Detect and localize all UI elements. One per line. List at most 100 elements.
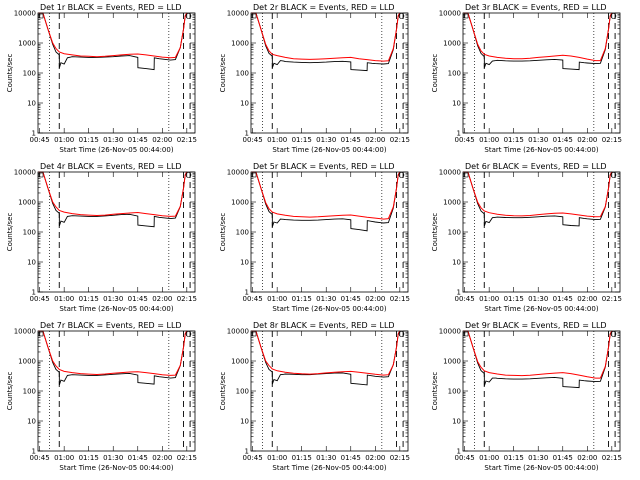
- chart-panel-2: Det 2r BLACK = Events, RED = LLD Counts/s…: [219, 3, 410, 154]
- chart-8-xtick-label-5: 02:00: [365, 454, 385, 462]
- chart-4-xtick-label-1: 01:00: [54, 295, 74, 303]
- chart-3-corner-marker-left: [463, 13, 469, 19]
- chart-2-ytick-label-3: 1000: [231, 40, 249, 48]
- chart-2-series-events: [251, 12, 401, 72]
- chart-4-xtick-label-4: 01:45: [128, 295, 148, 303]
- chart-6-corner-marker-left: [463, 172, 469, 178]
- chart-6-xtick-label-6: 02:15: [602, 295, 622, 303]
- chart-5-xtick-label-3: 01:30: [316, 295, 336, 303]
- chart-4-series-lld: [38, 171, 188, 217]
- chart-4-ytick-label-3: 1000: [18, 199, 36, 207]
- chart-5-xtick-label-0: 00:45: [243, 295, 263, 303]
- chart-4-xtick-label-5: 02:00: [152, 295, 172, 303]
- chart-3-xtick-label-5: 02:00: [577, 136, 597, 144]
- chart-4-xlabel: Start Time (26-Nov-05 00:44:00): [59, 305, 173, 313]
- chart-7-series-events: [38, 330, 188, 386]
- chart-2-xtick-label-4: 01:45: [341, 136, 361, 144]
- chart-9-ylabel: Counts/sec: [431, 372, 439, 411]
- chart-1-series-lld: [38, 12, 188, 59]
- chart-5-xtick-label-2: 01:15: [292, 295, 312, 303]
- chart-9-ytick-label-4: 10000: [439, 328, 461, 336]
- chart-6-series-lld: [463, 171, 613, 218]
- chart-9-ytick-label-2: 100: [448, 388, 461, 396]
- chart-3-ylabel: Counts/sec: [431, 54, 439, 93]
- chart-5-ytick-label-0: 1: [245, 289, 249, 297]
- chart-panel-9: Det 9r BLACK = Events, RED = LLD Counts/s…: [431, 321, 622, 472]
- chart-3-ytick-label-0: 1: [457, 130, 461, 138]
- chart-6-ylabel: Counts/sec: [431, 213, 439, 252]
- chart-1-series-events: [38, 12, 188, 71]
- chart-8-xtick-label-3: 01:30: [316, 454, 336, 462]
- chart-7-ytick-label-3: 1000: [18, 358, 36, 366]
- chart-7-xtick-label-6: 02:15: [177, 454, 197, 462]
- chart-5-title: Det 5r BLACK = Events, RED = LLD: [253, 162, 395, 171]
- chart-8-title: Det 8r BLACK = Events, RED = LLD: [253, 321, 395, 330]
- chart-4-ytick-label-1: 10: [27, 259, 36, 267]
- chart-3-frame: [462, 12, 621, 134]
- chart-3-ytick-label-2: 100: [448, 70, 461, 78]
- chart-9-ytick-label-3: 1000: [443, 358, 461, 366]
- chart-2-ytick-label-1: 10: [240, 100, 249, 108]
- chart-3-xtick-label-6: 02:15: [602, 136, 622, 144]
- chart-9-corner-marker-right: [610, 331, 617, 337]
- chart-7-frame: [37, 330, 196, 452]
- chart-panel-1: Det 1r BLACK = Events, RED = LLD Counts/s…: [6, 3, 197, 154]
- chart-6-ytick-label-4: 10000: [439, 169, 461, 177]
- chart-panel-5: Det 5r BLACK = Events, RED = LLD Counts/s…: [219, 162, 410, 313]
- chart-5-corner-marker-right: [398, 172, 405, 178]
- chart-7-corner-marker-right: [185, 331, 192, 337]
- chart-8-ytick-label-2: 100: [236, 388, 249, 396]
- chart-8-xtick-label-2: 01:15: [292, 454, 312, 462]
- chart-6-xtick-label-4: 01:45: [553, 295, 573, 303]
- chart-9-xtick-label-1: 01:00: [479, 454, 499, 462]
- chart-5-xtick-label-4: 01:45: [341, 295, 361, 303]
- chart-5-ylabel: Counts/sec: [219, 213, 227, 252]
- chart-5-ytick-label-1: 10: [240, 259, 249, 267]
- chart-3-ytick-label-3: 1000: [443, 40, 461, 48]
- chart-8-series-events: [251, 330, 401, 386]
- chart-5-xtick-label-6: 02:15: [390, 295, 410, 303]
- chart-1-xtick-label-3: 01:30: [103, 136, 123, 144]
- chart-8-series-lld: [251, 330, 401, 376]
- chart-8-xlabel: Start Time (26-Nov-05 00:44:00): [272, 464, 386, 472]
- chart-4-frame: [37, 171, 196, 293]
- chart-1-ytick-label-2: 100: [23, 70, 36, 78]
- chart-7-xtick-label-2: 01:15: [79, 454, 99, 462]
- chart-5-xtick-label-5: 02:00: [365, 295, 385, 303]
- chart-6-corner-marker-right: [610, 172, 617, 178]
- chart-5-xtick-label-1: 01:00: [267, 295, 287, 303]
- chart-1-corner-marker-left: [38, 13, 44, 19]
- chart-8-corner-marker-left: [251, 331, 257, 337]
- chart-2-ylabel: Counts/sec: [219, 54, 227, 93]
- chart-9-xtick-label-0: 00:45: [455, 454, 475, 462]
- chart-9-ytick-label-0: 1: [457, 448, 461, 456]
- chart-1-xtick-label-5: 02:00: [152, 136, 172, 144]
- chart-1-xtick-label-1: 01:00: [54, 136, 74, 144]
- chart-6-ytick-label-1: 10: [452, 259, 461, 267]
- chart-6-xtick-label-1: 01:00: [479, 295, 499, 303]
- chart-8-xtick-label-0: 00:45: [243, 454, 263, 462]
- chart-1-ytick-label-1: 10: [27, 100, 36, 108]
- chart-3-ytick-label-4: 10000: [439, 10, 461, 18]
- chart-3-xlabel: Start Time (26-Nov-05 00:44:00): [484, 146, 598, 154]
- chart-7-series-lld: [38, 330, 188, 376]
- chart-panel-6: Det 6r BLACK = Events, RED = LLD Counts/s…: [431, 162, 622, 313]
- chart-7-xtick-label-3: 01:30: [103, 454, 123, 462]
- chart-2-ytick-label-2: 100: [236, 70, 249, 78]
- chart-4-corner-marker-right: [185, 172, 192, 178]
- chart-6-frame: [462, 171, 621, 293]
- chart-5-frame: [250, 171, 409, 293]
- chart-7-xtick-label-0: 00:45: [30, 454, 50, 462]
- chart-8-ytick-label-1: 10: [240, 418, 249, 426]
- chart-8-ytick-label-3: 1000: [231, 358, 249, 366]
- chart-3-xtick-label-1: 01:00: [479, 136, 499, 144]
- chart-3-series-events: [463, 12, 613, 71]
- chart-4-ytick-label-2: 100: [23, 229, 36, 237]
- chart-6-xtick-label-5: 02:00: [577, 295, 597, 303]
- chart-panel-4: Det 4r BLACK = Events, RED = LLD Counts/s…: [6, 162, 197, 313]
- chart-1-xlabel: Start Time (26-Nov-05 00:44:00): [59, 146, 173, 154]
- chart-2-title: Det 2r BLACK = Events, RED = LLD: [253, 3, 395, 12]
- chart-3-ytick-label-1: 10: [452, 100, 461, 108]
- chart-4-title: Det 4r BLACK = Events, RED = LLD: [40, 162, 182, 171]
- chart-7-xtick-label-4: 01:45: [128, 454, 148, 462]
